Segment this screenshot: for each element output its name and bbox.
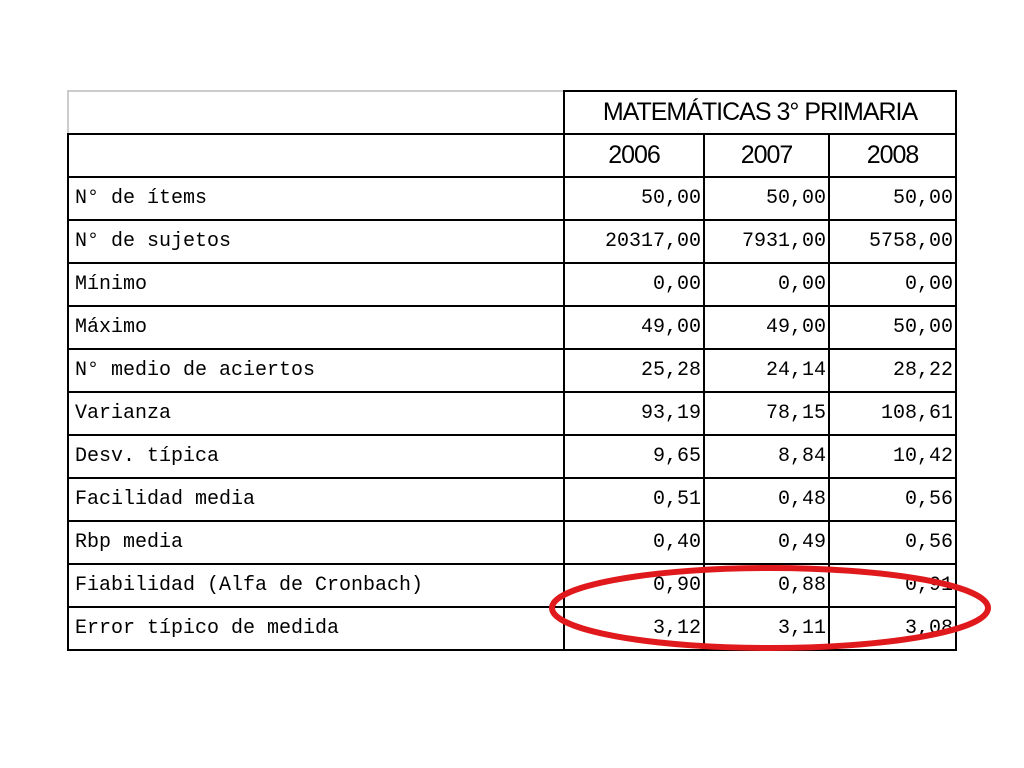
cell-value: 24,14 [703, 348, 830, 393]
header-row: 2006 2007 2008 [67, 133, 957, 178]
cell-value: 49,00 [703, 305, 830, 350]
column-header: 2008 [828, 133, 957, 178]
cell-value: 0,00 [703, 262, 830, 307]
row-label: N° de ítems [67, 176, 565, 221]
cell-value: 8,84 [703, 434, 830, 479]
column-header: 2006 [563, 133, 705, 178]
cell-value: 93,19 [563, 391, 705, 436]
row-label: Varianza [67, 391, 565, 436]
row-label: Máximo [67, 305, 565, 350]
data-row: Error típico de medida 3,12 3,11 3,08 [67, 606, 957, 651]
cell-value: 3,12 [563, 606, 705, 651]
cell-value: 7931,00 [703, 219, 830, 264]
column-header: 2007 [703, 133, 830, 178]
empty-cell [67, 90, 565, 135]
row-label: Fiabilidad (Alfa de Cronbach) [67, 563, 565, 608]
cell-value: 10,42 [828, 434, 957, 479]
title-row: MATEMÁTICAS 3° PRIMARIA [67, 90, 957, 135]
cell-value: 0,90 [563, 563, 705, 608]
cell-value: 3,11 [703, 606, 830, 651]
cell-value: 5758,00 [828, 219, 957, 264]
cell-value: 0,40 [563, 520, 705, 565]
table-title: MATEMÁTICAS 3° PRIMARIA [563, 90, 957, 135]
data-row: Varianza 93,19 78,15 108,61 [67, 391, 957, 436]
cell-value: 0,88 [703, 563, 830, 608]
cell-value: 0,00 [828, 262, 957, 307]
cell-value: 0,49 [703, 520, 830, 565]
data-row: Fiabilidad (Alfa de Cronbach) 0,90 0,88 0,9… [67, 563, 957, 608]
cell-value: 0,48 [703, 477, 830, 522]
row-label: Facilidad media [67, 477, 565, 522]
cell-value: 9,65 [563, 434, 705, 479]
cell-value: 0,56 [828, 520, 957, 565]
row-label: N° de sujetos [67, 219, 565, 264]
cell-value: 78,15 [703, 391, 830, 436]
data-table: MATEMÁTICAS 3° PRIMARIA 2006 2007 2008 N° d… [67, 90, 957, 651]
cell-value: 25,28 [563, 348, 705, 393]
cell-value: 0,51 [563, 477, 705, 522]
data-row: N° medio de aciertos 25,28 24,14 28,22 [67, 348, 957, 393]
cell-value: 50,00 [703, 176, 830, 221]
cell-value: 50,00 [563, 176, 705, 221]
cell-value: 50,00 [828, 176, 957, 221]
row-label: Desv. típica [67, 434, 565, 479]
cell-value: 108,61 [828, 391, 957, 436]
data-row: N° de ítems 50,00 50,00 50,00 [67, 176, 957, 221]
empty-cell [67, 133, 565, 178]
data-row: Desv. típica 9,65 8,84 10,42 [67, 434, 957, 479]
cell-value: 0,91 [828, 563, 957, 608]
data-row: N° de sujetos 20317,00 7931,00 5758,00 [67, 219, 957, 264]
cell-value: 3,08 [828, 606, 957, 651]
data-row: Facilidad media 0,51 0,48 0,56 [67, 477, 957, 522]
data-row: Rbp media 0,40 0,49 0,56 [67, 520, 957, 565]
cell-value: 49,00 [563, 305, 705, 350]
row-label: N° medio de aciertos [67, 348, 565, 393]
cell-value: 20317,00 [563, 219, 705, 264]
cell-value: 50,00 [828, 305, 957, 350]
cell-value: 28,22 [828, 348, 957, 393]
cell-value: 0,56 [828, 477, 957, 522]
data-row: Mínimo 0,00 0,00 0,00 [67, 262, 957, 307]
row-label: Rbp media [67, 520, 565, 565]
cell-value: 0,00 [563, 262, 705, 307]
row-label: Error típico de medida [67, 606, 565, 651]
data-row: Máximo 49,00 49,00 50,00 [67, 305, 957, 350]
row-label: Mínimo [67, 262, 565, 307]
